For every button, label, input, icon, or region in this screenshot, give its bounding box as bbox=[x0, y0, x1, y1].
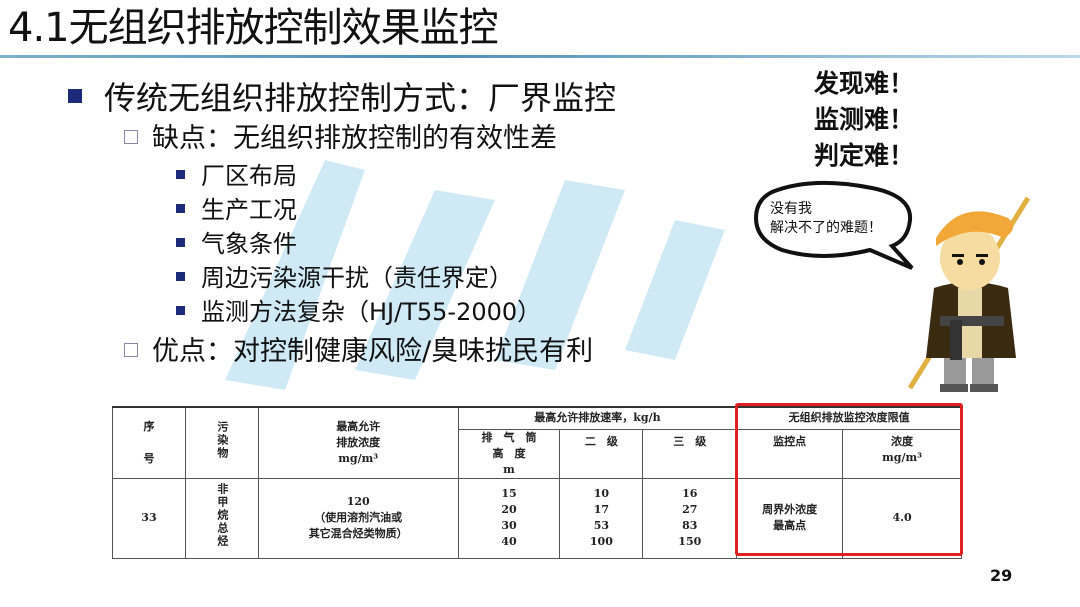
bullet-item: 厂区布局 bbox=[176, 160, 297, 192]
header-level3: 三 级 bbox=[642, 428, 738, 479]
difficulty-list: 发现难！ 监测难！ 判定难！ bbox=[814, 66, 914, 174]
slide-title: 4.1无组织排放控制效果监控 bbox=[8, 5, 499, 51]
emission-standard-table: 序号 污染物 最高允许 排放浓度 mg/m³ 最高允许排放速率，kg/h 无组织排放… bbox=[112, 406, 962, 559]
bullet-text: 生产工况 bbox=[201, 196, 297, 224]
square-bullet-icon bbox=[176, 237, 185, 247]
header-fugitive-group: 无组织排放监控浓度限值 bbox=[736, 406, 962, 430]
bullet-item: 周边污染源干扰（责任界定） bbox=[176, 262, 513, 294]
header-monitor-point: 监控点 bbox=[736, 428, 844, 479]
bullet-level1: 传统无组织排放控制方式：厂界监控 bbox=[68, 78, 616, 118]
title-rule bbox=[0, 55, 1080, 58]
header-level2: 二 级 bbox=[559, 428, 644, 479]
cell-level2: 10 17 53 100 bbox=[559, 477, 644, 559]
cell-seq: 33 bbox=[112, 477, 186, 559]
square-bullet-icon bbox=[176, 305, 185, 315]
cell-level3: 16 27 83 150 bbox=[642, 477, 738, 559]
bullet-advantage: 优点：对控制健康风险/臭味扰民有利 bbox=[124, 335, 593, 369]
cell-stack-heights: 15 20 30 40 bbox=[457, 477, 561, 559]
cell-monitor-point: 周界外浓度 最高点 bbox=[736, 477, 844, 559]
cell-concentration: 4.0 bbox=[842, 477, 962, 559]
exclamation: 监测难！ bbox=[814, 105, 915, 134]
bullet-item: 气象条件 bbox=[176, 228, 297, 260]
cartoon-character bbox=[907, 196, 1031, 392]
bullet-text: 监测方法复杂（HJ/T55-2000） bbox=[201, 298, 542, 326]
exclamation: 判定难！ bbox=[814, 141, 915, 170]
bullet-text: 传统无组织排放控制方式：厂界监控 bbox=[104, 79, 617, 117]
bullet-drawback: 缺点：无组织排放控制的有效性差 bbox=[124, 122, 557, 156]
hollow-square-bullet-icon bbox=[124, 129, 138, 144]
speech-text: 没有我 解决不了的难题！ bbox=[770, 200, 882, 238]
table-row: 33 非甲烷总烃 120 （使用溶剂汽油或 其它混合烃类物质） 15 20 30 40 1… bbox=[112, 477, 962, 559]
bullet-item: 生产工况 bbox=[176, 194, 297, 226]
header-rate-group: 最高允许排放速率，kg/h bbox=[457, 406, 738, 430]
header-pollutant: 污染物 bbox=[184, 406, 259, 479]
header-concentration: 浓度 mg/m³ bbox=[842, 428, 962, 479]
bullet-text: 缺点：无组织排放控制的有效性差 bbox=[152, 123, 557, 154]
page-number: 29 bbox=[990, 566, 1013, 585]
cell-max-conc: 120 （使用溶剂汽油或 其它混合烃类物质） bbox=[257, 477, 459, 559]
bullet-text: 优点：对控制健康风险/臭味扰民有利 bbox=[152, 336, 594, 367]
speech-line: 没有我 bbox=[770, 201, 812, 217]
square-bullet-icon bbox=[176, 203, 185, 213]
square-bullet-icon bbox=[176, 271, 185, 281]
bullet-text: 气象条件 bbox=[201, 230, 297, 258]
square-bullet-icon bbox=[68, 89, 82, 103]
header-seq: 序号 bbox=[112, 406, 186, 479]
hollow-square-bullet-icon bbox=[124, 342, 138, 357]
header-max-conc: 最高允许 排放浓度 mg/m³ bbox=[257, 406, 459, 479]
cell-pollutant: 非甲烷总烃 bbox=[184, 477, 259, 559]
bullet-text: 周边污染源干扰（责任界定） bbox=[201, 264, 513, 292]
square-bullet-icon bbox=[176, 169, 185, 179]
bullet-item: 监测方法复杂（HJ/T55-2000） bbox=[176, 296, 541, 328]
exclamation: 发现难！ bbox=[814, 69, 915, 98]
bullet-text: 厂区布局 bbox=[201, 162, 297, 190]
speech-bubble bbox=[753, 180, 914, 270]
speech-line: 解决不了的难题！ bbox=[770, 220, 882, 236]
